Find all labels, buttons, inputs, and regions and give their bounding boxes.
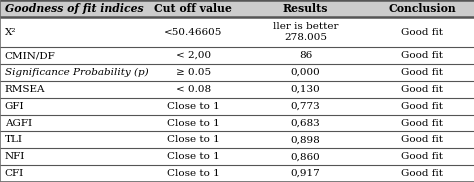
Bar xyxy=(0,165,474,182)
Bar xyxy=(0,0,474,17)
Text: GFI: GFI xyxy=(5,102,24,111)
Text: 86: 86 xyxy=(299,51,312,60)
Text: CMIN/DF: CMIN/DF xyxy=(5,51,55,60)
Text: 0,898: 0,898 xyxy=(291,135,320,144)
Text: ller is better
278.005: ller is better 278.005 xyxy=(273,22,338,42)
Bar xyxy=(0,115,474,131)
Text: AGFI: AGFI xyxy=(5,118,32,128)
Text: CFI: CFI xyxy=(5,169,24,178)
Bar xyxy=(0,131,474,148)
Bar xyxy=(0,148,474,165)
Text: Significance Probability (p): Significance Probability (p) xyxy=(5,68,148,77)
Text: Good fit: Good fit xyxy=(401,118,443,128)
Text: Close to 1: Close to 1 xyxy=(167,135,219,144)
Text: Good fit: Good fit xyxy=(401,135,443,144)
Text: < 2,00: < 2,00 xyxy=(175,51,211,60)
Text: 0,683: 0,683 xyxy=(291,118,320,128)
Text: Good fit: Good fit xyxy=(401,27,443,37)
Text: 0,773: 0,773 xyxy=(291,102,320,111)
Text: Cut off value: Cut off value xyxy=(154,3,232,14)
Bar xyxy=(0,47,474,64)
Bar xyxy=(0,64,474,81)
Text: Conclusion: Conclusion xyxy=(388,3,456,14)
Text: RMSEA: RMSEA xyxy=(5,85,45,94)
Text: Close to 1: Close to 1 xyxy=(167,102,219,111)
Bar xyxy=(0,98,474,115)
Text: Close to 1: Close to 1 xyxy=(167,152,219,161)
Text: <50.46605: <50.46605 xyxy=(164,27,222,37)
Text: NFI: NFI xyxy=(5,152,25,161)
Text: Good fit: Good fit xyxy=(401,51,443,60)
Text: < 0.08: < 0.08 xyxy=(175,85,211,94)
Bar xyxy=(0,17,474,47)
Text: Good fit: Good fit xyxy=(401,68,443,77)
Text: Good fit: Good fit xyxy=(401,102,443,111)
Bar xyxy=(0,81,474,98)
Text: Good fit: Good fit xyxy=(401,85,443,94)
Text: TLI: TLI xyxy=(5,135,23,144)
Text: 0,860: 0,860 xyxy=(291,152,320,161)
Text: Goodness of fit indices: Goodness of fit indices xyxy=(5,3,143,14)
Text: Good fit: Good fit xyxy=(401,152,443,161)
Text: Close to 1: Close to 1 xyxy=(167,118,219,128)
Text: Results: Results xyxy=(283,3,328,14)
Text: ≥ 0.05: ≥ 0.05 xyxy=(175,68,211,77)
Text: Good fit: Good fit xyxy=(401,169,443,178)
Text: 0,000: 0,000 xyxy=(291,68,320,77)
Text: Close to 1: Close to 1 xyxy=(167,169,219,178)
Text: X²: X² xyxy=(5,27,16,37)
Text: 0,130: 0,130 xyxy=(291,85,320,94)
Text: 0,917: 0,917 xyxy=(291,169,320,178)
